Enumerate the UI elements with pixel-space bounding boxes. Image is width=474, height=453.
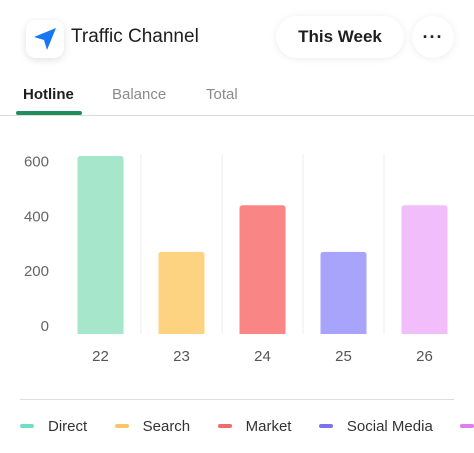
x-tick-label: 22 (92, 348, 109, 365)
tab-balance[interactable]: Balance (112, 86, 167, 103)
x-tick-label: 24 (254, 348, 271, 365)
legend-label: Market (245, 417, 292, 435)
chart-legend: Direct Search Market Social Media (20, 415, 474, 437)
y-tick-label: 200 (24, 263, 49, 280)
y-tick-label: 0 (41, 318, 49, 335)
bar (239, 205, 286, 334)
legend-label: Search (142, 417, 191, 435)
more-options-button[interactable]: ··· (412, 16, 454, 58)
legend-item-direct[interactable]: Direct (20, 418, 87, 435)
legend-item-market[interactable]: Market (217, 417, 292, 435)
bar (77, 156, 124, 334)
legend-label: Direct (48, 417, 88, 435)
bar (158, 251, 205, 334)
legend-swatch (114, 424, 129, 428)
legend-swatch (20, 424, 34, 428)
page-title: Traffic Channel (71, 26, 199, 47)
chart-canvas: 0 200 400 600 22 23 24 25 26 (24, 154, 448, 365)
y-tick-label: 400 (24, 208, 49, 225)
app-icon (26, 20, 64, 58)
x-tick-label: 25 (335, 348, 352, 365)
bar (401, 205, 448, 334)
legend-item-social-media[interactable]: Social Media (318, 417, 433, 435)
legend-swatch (318, 424, 333, 428)
x-tick-label: 23 (173, 348, 190, 365)
y-tick-label: 600 (24, 154, 49, 171)
traffic-bar-chart: 0 200 400 600 22 23 24 25 26 (0, 140, 474, 380)
legend-item-partial[interactable] (460, 424, 474, 428)
tab-total[interactable]: Total (206, 86, 238, 103)
tab-hotline[interactable]: Hotline (23, 86, 74, 103)
period-selector-button[interactable]: This Week (276, 16, 404, 58)
legend-item-search[interactable]: Search (114, 417, 191, 435)
active-tab-indicator (16, 111, 82, 115)
legend-label: Social Media (346, 417, 433, 435)
send-arrow-icon (34, 28, 56, 50)
bar (320, 251, 367, 334)
legend-divider (20, 399, 454, 400)
x-tick-label: 26 (416, 348, 433, 365)
legend-swatch (217, 424, 232, 428)
tab-bar: Hotline Balance Total (0, 80, 474, 116)
legend-swatch (460, 424, 474, 428)
header: Traffic Channel This Week ··· (0, 0, 474, 76)
